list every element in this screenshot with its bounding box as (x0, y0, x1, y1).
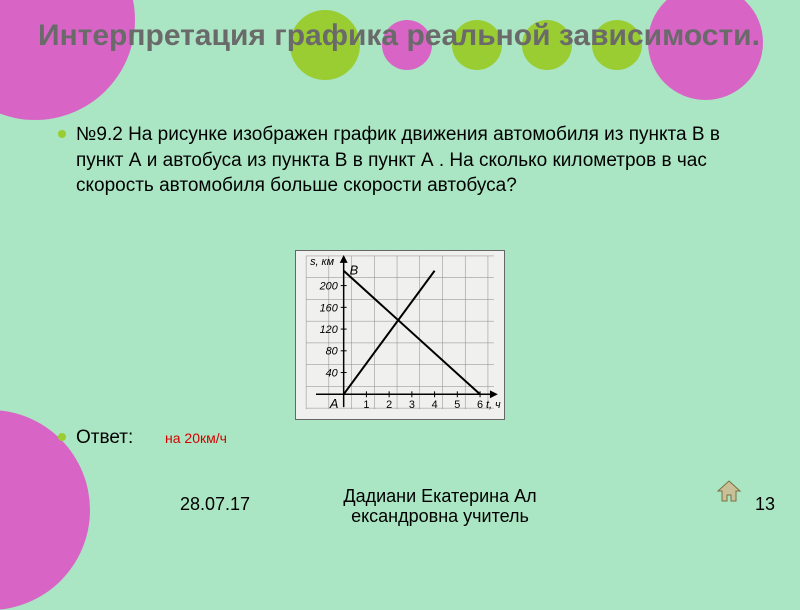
svg-text:B: B (350, 263, 359, 278)
svg-text:120: 120 (320, 324, 338, 336)
svg-text:5: 5 (454, 399, 460, 411)
chart-svg: 200 160 120 80 40 1 2 3 4 5 6 s, км t, ч A B (296, 251, 504, 419)
slide-title: Интерпретация графика реальной зависимос… (38, 18, 760, 54)
footer-page: 13 (755, 494, 775, 515)
question-block: №9.2 На рисунке изображен график движени… (58, 122, 726, 199)
svg-text:200: 200 (319, 281, 338, 293)
home-icon[interactable] (716, 479, 742, 503)
answer-value: на 20км/ч (165, 430, 227, 446)
question-text: №9.2 На рисунке изображен график движени… (76, 122, 726, 199)
svg-text:s, км: s, км (310, 256, 335, 268)
bullet-icon (58, 433, 66, 441)
svg-text:4: 4 (432, 399, 438, 411)
footer-author: Дадиани Екатерина Ал ександровна учитель (325, 486, 555, 527)
svg-text:160: 160 (320, 302, 338, 314)
svg-text:2: 2 (386, 399, 392, 411)
answer-block: Ответ: (58, 425, 726, 451)
svg-text:80: 80 (326, 346, 338, 358)
svg-text:6: 6 (477, 399, 483, 411)
footer-date: 28.07.17 (180, 494, 250, 515)
svg-text:40: 40 (326, 368, 338, 380)
svg-text:1: 1 (363, 399, 369, 411)
bullet-icon (58, 130, 66, 138)
chart-figure: 200 160 120 80 40 1 2 3 4 5 6 s, км t, ч A B (295, 250, 505, 420)
svg-text:t, ч: t, ч (486, 399, 501, 411)
svg-text:A: A (329, 396, 339, 411)
svg-text:3: 3 (409, 399, 415, 411)
